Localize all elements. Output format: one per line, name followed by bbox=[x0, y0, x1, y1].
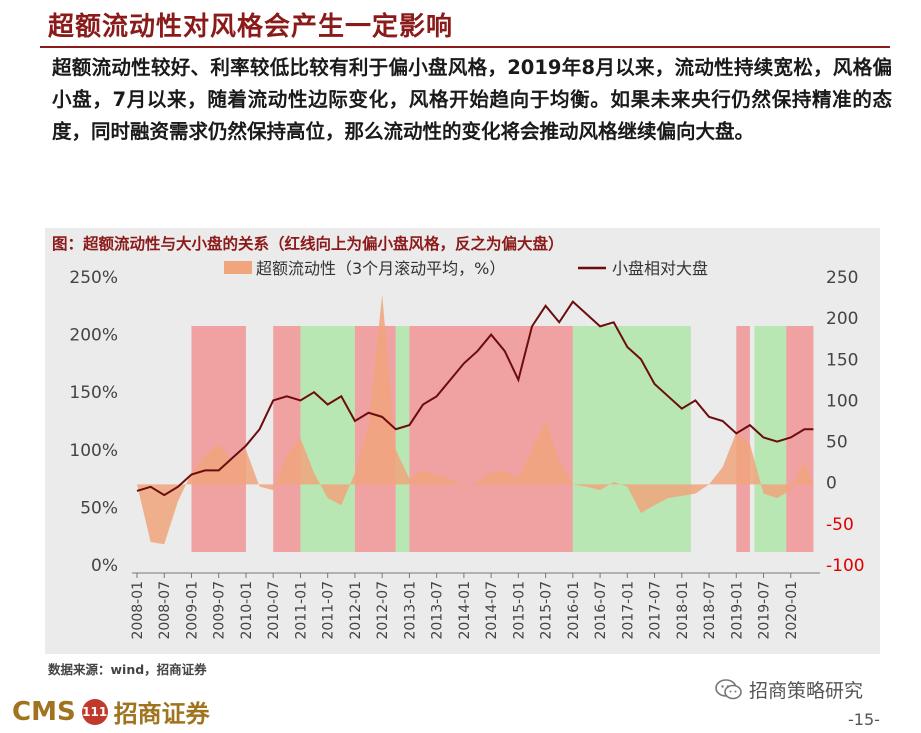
shaded-period-red-9 bbox=[786, 326, 814, 552]
x-axis-tick-label: 2014-01 bbox=[457, 581, 473, 640]
x-axis-tick-label: 2011-07 bbox=[321, 581, 337, 640]
axes-group: 0% 50% 100% 150% 200% 250% -100 -50 0 50 100 150 200… bbox=[69, 268, 864, 640]
x-axis-tick-label: 2015-07 bbox=[539, 581, 555, 640]
legend-area-swatch bbox=[224, 261, 252, 274]
x-axis-tick-label: 2010-07 bbox=[266, 581, 282, 640]
shaded-period-red-0 bbox=[191, 326, 246, 552]
right-axis-tick-label: 100 bbox=[826, 391, 858, 411]
x-axis-tick-label: 2016-01 bbox=[566, 581, 582, 640]
left-axis-tick-label: 0% bbox=[91, 556, 118, 576]
x-axis-tick-label: 2015-01 bbox=[511, 581, 527, 640]
logo-emblem-icon: 111 bbox=[81, 698, 108, 725]
right-axis-tick-label: 0 bbox=[826, 474, 837, 494]
left-axis-tick-label: 150% bbox=[69, 383, 118, 403]
right-axis-tick-label: -50 bbox=[826, 515, 854, 535]
x-axis-tick-label: 2009-01 bbox=[184, 581, 200, 640]
x-axis-tick-label: 2014-07 bbox=[484, 581, 500, 640]
wechat-icon bbox=[715, 678, 742, 699]
x-axis-tick-label: 2008-01 bbox=[130, 581, 146, 640]
legend: 超额流动性（3个月滚动平均，%） 小盘相对大盘 bbox=[224, 259, 708, 278]
legend-line-label: 小盘相对大盘 bbox=[612, 259, 708, 278]
right-axis-tick-label: 250 bbox=[826, 268, 858, 288]
company-logo: CMS 111 招商证券 bbox=[12, 694, 210, 729]
area-series-group bbox=[137, 294, 814, 545]
right-axis-tick-label: 150 bbox=[826, 350, 858, 370]
x-axis-tick-label: 2013-07 bbox=[430, 581, 446, 640]
data-source: 数据来源：wind，招商证券 bbox=[48, 662, 207, 677]
x-axis-tick-label: 2009-07 bbox=[212, 581, 228, 640]
right-axis-tick-label: -100 bbox=[826, 556, 865, 576]
wechat-brand-text: 招商策略研究 bbox=[749, 680, 864, 702]
line-series-group bbox=[136, 300, 814, 497]
wechat-brand: 招商策略研究 bbox=[715, 676, 863, 703]
shaded-period-green-2 bbox=[300, 326, 355, 552]
x-axis-tick-label: 2010-01 bbox=[239, 581, 255, 640]
left-axis-tick-label: 100% bbox=[69, 441, 118, 461]
x-axis-tick-label: 2019-07 bbox=[757, 581, 773, 640]
x-axis-tick-label: 2017-01 bbox=[620, 581, 636, 640]
page-title: 超额流动性对风格会产生一定影响 bbox=[48, 12, 454, 42]
x-axis-tick-label: 2017-07 bbox=[648, 581, 664, 640]
x-axis-tick-label: 2011-01 bbox=[293, 581, 309, 640]
logo-chinese-text: 招商证券 bbox=[113, 700, 210, 728]
right-axis-tick-label: 50 bbox=[826, 433, 848, 453]
x-axis-tick-label: 2018-01 bbox=[675, 581, 691, 640]
shaded-period-green-6 bbox=[572, 326, 691, 552]
shaded-period-red-1 bbox=[273, 326, 301, 552]
summary-paragraph: 超额流动性较好、利率较低比较有利于偏小盘风格，2019年8月以来，流动性持续宽松… bbox=[52, 56, 892, 143]
x-axis-tick-label: 2013-01 bbox=[402, 581, 418, 640]
legend-area-label: 超额流动性（3个月滚动平均，%） bbox=[256, 259, 505, 278]
shaded-periods bbox=[191, 326, 814, 552]
x-axis-tick-label: 2020-01 bbox=[784, 581, 800, 640]
line-series-small-vs-large bbox=[136, 300, 814, 497]
left-axis-tick-label: 200% bbox=[69, 326, 118, 346]
right-axis-tick-label: 200 bbox=[826, 309, 858, 329]
area-series-excess-liquidity bbox=[137, 294, 814, 545]
left-axis-tick-label: 250% bbox=[69, 268, 118, 288]
title-divider bbox=[40, 46, 890, 48]
x-axis-tick-label: 2019-01 bbox=[729, 581, 745, 640]
logo-cms-text: CMS bbox=[12, 696, 76, 727]
x-axis-tick-label: 2008-07 bbox=[157, 581, 173, 640]
x-axis-tick-label: 2016-07 bbox=[593, 581, 609, 640]
chart-title: 图：超额流动性与大小盘的关系（红线向上为偏小盘风格，反之为偏大盘） bbox=[52, 235, 564, 253]
x-axis-tick-label: 2012-01 bbox=[348, 581, 364, 640]
left-axis-tick-label: 50% bbox=[80, 498, 118, 518]
x-axis-tick-label: 2018-07 bbox=[702, 581, 718, 640]
page-number: -15- bbox=[848, 710, 880, 729]
x-axis-tick-label: 2012-07 bbox=[375, 581, 391, 640]
shaded-period-green-4 bbox=[395, 326, 410, 552]
